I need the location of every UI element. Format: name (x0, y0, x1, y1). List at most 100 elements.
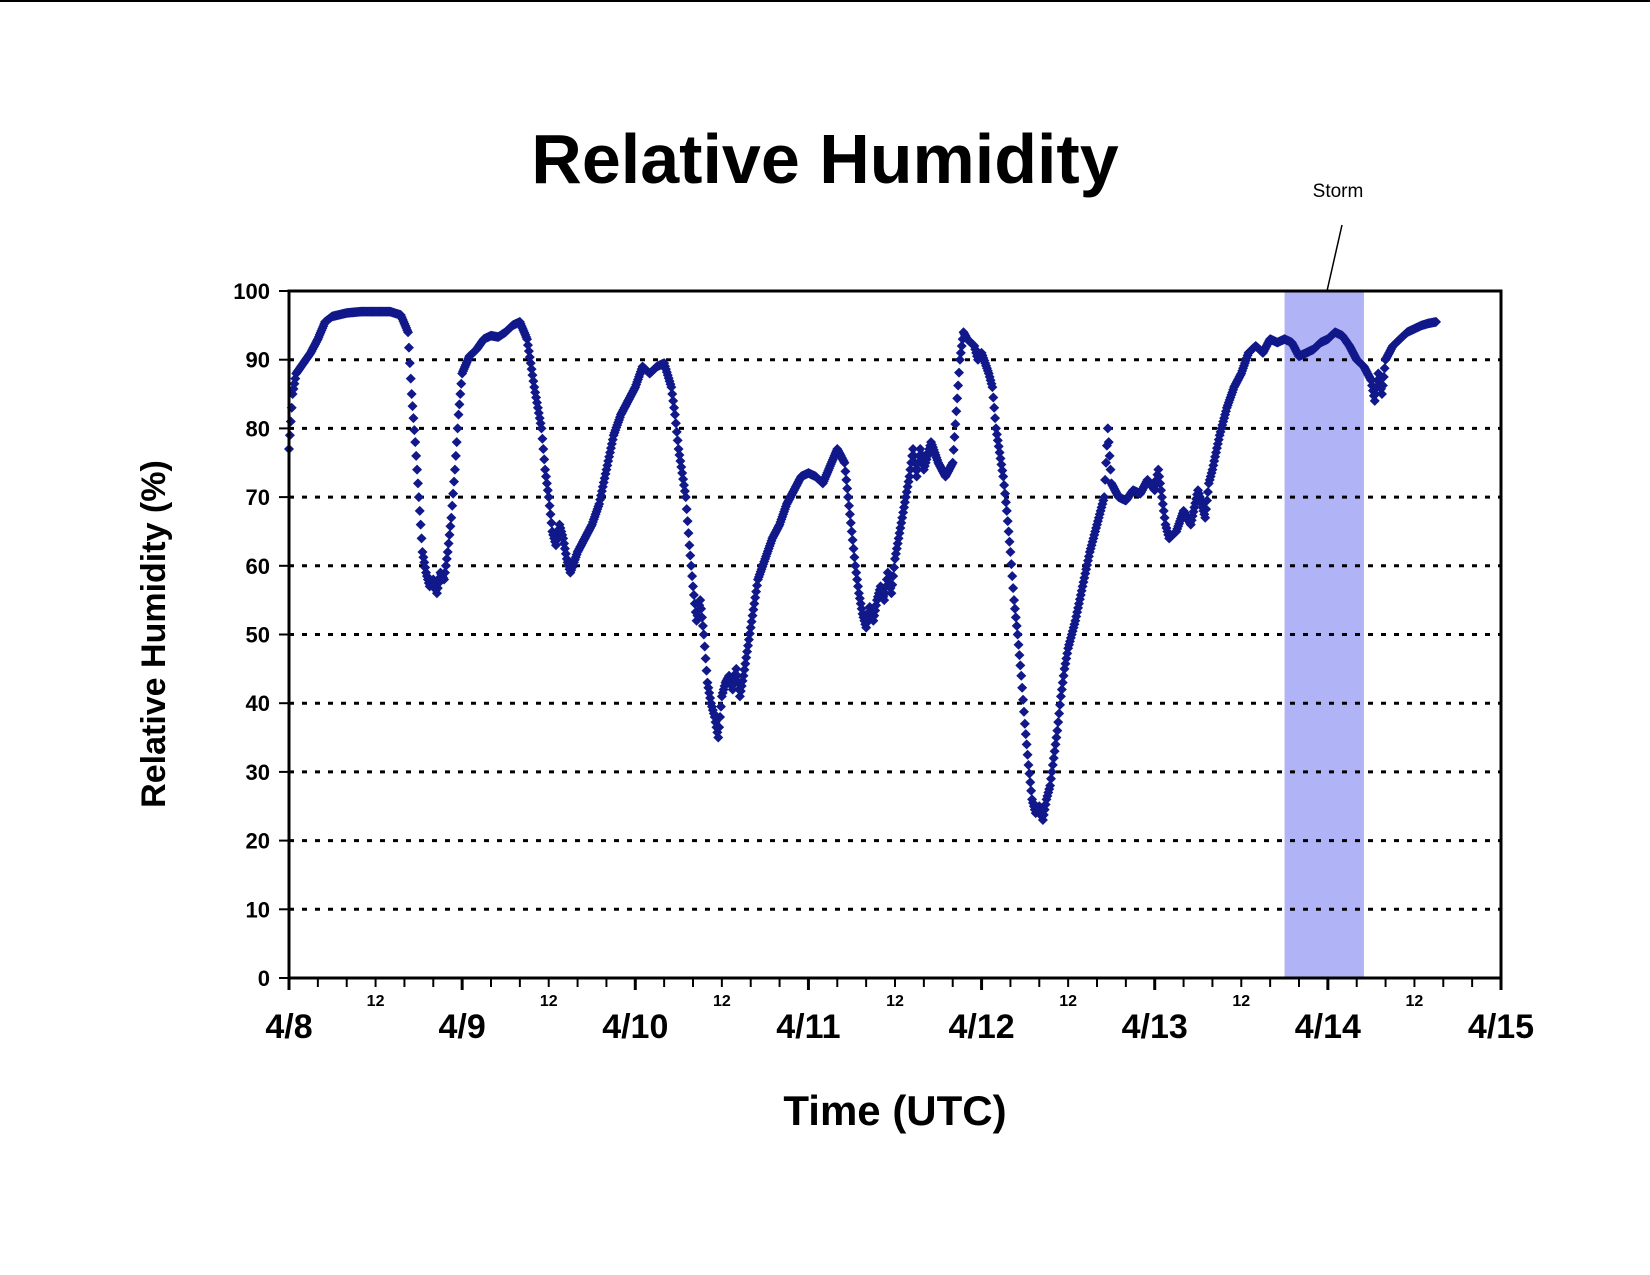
x-date-label-4-14: 4/14 (1295, 1008, 1361, 1046)
data-point (743, 634, 754, 645)
data-point (994, 447, 1005, 458)
data-point (667, 389, 678, 400)
y-tick-label-60: 60 (246, 554, 270, 579)
y-tick-label-10: 10 (246, 897, 270, 922)
data-point (1105, 464, 1116, 475)
humidity-series (284, 306, 1442, 825)
data-point (1058, 670, 1069, 681)
data-point (1377, 380, 1388, 391)
data-point (405, 373, 416, 384)
data-point (748, 604, 759, 615)
data-point (1005, 547, 1016, 558)
data-point (524, 352, 535, 363)
data-point (845, 517, 856, 528)
data-point (888, 571, 899, 582)
data-point (1048, 753, 1059, 764)
data-point (446, 512, 457, 523)
data-point (1156, 485, 1167, 496)
data-point (698, 629, 709, 640)
data-point (406, 389, 417, 400)
data-point (714, 722, 725, 733)
data-point (1053, 717, 1064, 728)
data-point (449, 476, 460, 487)
data-point (715, 711, 726, 722)
data-point (1047, 760, 1058, 771)
data-point (1019, 718, 1030, 729)
data-point (696, 603, 707, 614)
storm-band (1284, 291, 1364, 978)
x-noon-label: 12 (713, 993, 731, 1010)
data-point (739, 664, 750, 675)
data-point (849, 552, 860, 563)
data-point (415, 519, 426, 530)
y-tick-label-70: 70 (246, 485, 270, 510)
data-point (1001, 505, 1012, 516)
data-point (452, 423, 463, 434)
data-point (989, 402, 1000, 413)
x-date-label-4-13: 4/13 (1122, 1008, 1188, 1046)
y-tick-label-30: 30 (246, 760, 270, 785)
data-point (1056, 684, 1067, 695)
data-point (410, 437, 421, 448)
data-point (679, 486, 690, 497)
data-point (948, 444, 959, 455)
data-point (852, 574, 863, 585)
x-date-label-4-8: 4/8 (265, 1008, 312, 1046)
data-point (1201, 504, 1212, 515)
data-point (666, 382, 677, 393)
data-point (911, 471, 922, 482)
data-point (412, 478, 423, 489)
data-point (451, 437, 462, 448)
data-point (741, 652, 752, 663)
data-point (677, 468, 688, 479)
data-point (1003, 526, 1014, 537)
x-axis-ticks: 12 12 12 12 12 12 12 4/8 4/9 4/10 4/11 4/12 4/13 4/14… (265, 978, 1534, 1046)
data-point (439, 574, 450, 585)
data-point (842, 483, 853, 494)
data-point (1012, 629, 1023, 640)
data-point (991, 429, 1002, 440)
data-point (414, 505, 425, 516)
data-point (750, 592, 761, 603)
data-point (1025, 777, 1036, 788)
data-point (1009, 595, 1020, 606)
data-point (1016, 670, 1027, 681)
data-point (685, 550, 696, 561)
data-point (669, 409, 680, 420)
data-point (680, 492, 691, 503)
data-point (840, 466, 851, 477)
data-point (440, 567, 451, 578)
data-point (955, 347, 966, 358)
y-axis-label: Relative Humidity (%) (135, 460, 173, 808)
data-point (1156, 492, 1167, 503)
data-point (850, 560, 861, 571)
data-point (1055, 691, 1066, 702)
data-point (1049, 746, 1060, 757)
data-point (1202, 486, 1213, 497)
data-point (522, 340, 533, 351)
data-point (1102, 423, 1113, 434)
data-point (542, 485, 553, 496)
data-point (441, 553, 452, 564)
data-point (682, 516, 693, 527)
data-point (1010, 612, 1021, 623)
data-point (743, 640, 754, 651)
data-point (1055, 699, 1066, 710)
data-point (526, 364, 537, 375)
data-point (949, 431, 960, 442)
data-point (453, 409, 464, 420)
data-point (445, 521, 456, 532)
data-point (746, 616, 757, 627)
data-point (1009, 603, 1020, 614)
data-point (522, 334, 533, 345)
data-point (1202, 495, 1213, 506)
data-point (950, 419, 961, 430)
data-point (1154, 471, 1165, 482)
data-point (678, 474, 689, 485)
data-point (697, 620, 708, 631)
data-point (1024, 768, 1035, 779)
data-point (908, 450, 919, 461)
data-point (440, 560, 451, 571)
data-point (669, 402, 680, 413)
data-point (671, 426, 682, 437)
